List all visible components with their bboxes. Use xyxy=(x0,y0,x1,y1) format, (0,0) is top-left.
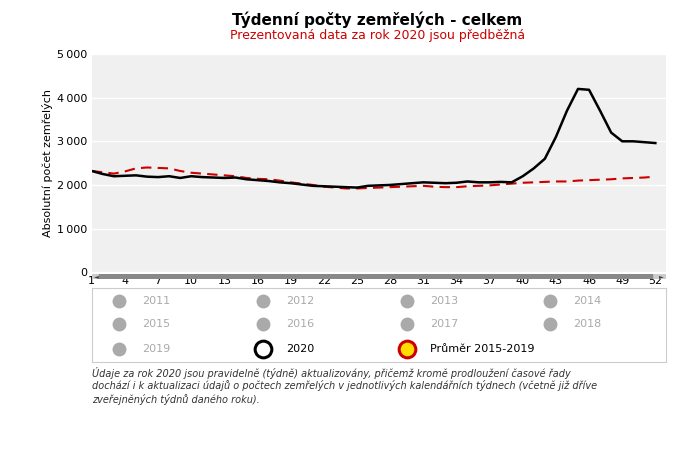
Text: 2014: 2014 xyxy=(573,297,602,306)
Text: dochází i k aktualizaci údajů o počtech zemřelých v jednotlivých kalendářních tý: dochází i k aktualizaci údajů o počtech … xyxy=(92,380,597,391)
Bar xyxy=(99,274,652,279)
Y-axis label: Absolutní počet zemřelých: Absolutní počet zemřelých xyxy=(42,89,53,237)
Text: 2019: 2019 xyxy=(142,344,171,354)
Text: Týdenní počty zemřelých - celkem: Týdenní počty zemřelých - celkem xyxy=(233,11,522,28)
Text: ►: ► xyxy=(660,274,664,279)
Text: Prezentovaná data za rok 2020 jsou předběžná: Prezentovaná data za rok 2020 jsou předb… xyxy=(230,29,525,42)
Text: 2011: 2011 xyxy=(142,297,171,306)
Text: ◄: ◄ xyxy=(94,274,99,279)
Text: 2016: 2016 xyxy=(286,319,314,328)
Text: 2015: 2015 xyxy=(142,319,171,328)
Text: 2013: 2013 xyxy=(430,297,458,306)
Text: 2020: 2020 xyxy=(286,344,314,354)
Text: Průměr 2015-2019: Průměr 2015-2019 xyxy=(430,344,534,354)
Text: 2012: 2012 xyxy=(286,297,314,306)
X-axis label: Týden (ISO): Týden (ISO) xyxy=(343,291,415,304)
Text: 2017: 2017 xyxy=(430,319,458,328)
Text: 2018: 2018 xyxy=(573,319,602,328)
Text: zveřejněných týdnů daného roku).: zveřejněných týdnů daného roku). xyxy=(92,394,260,405)
Text: Údaje za rok 2020 jsou pravidelně (týdně) aktualizovány, přičemž kromě prodlouže: Údaje za rok 2020 jsou pravidelně (týdně… xyxy=(92,367,571,379)
